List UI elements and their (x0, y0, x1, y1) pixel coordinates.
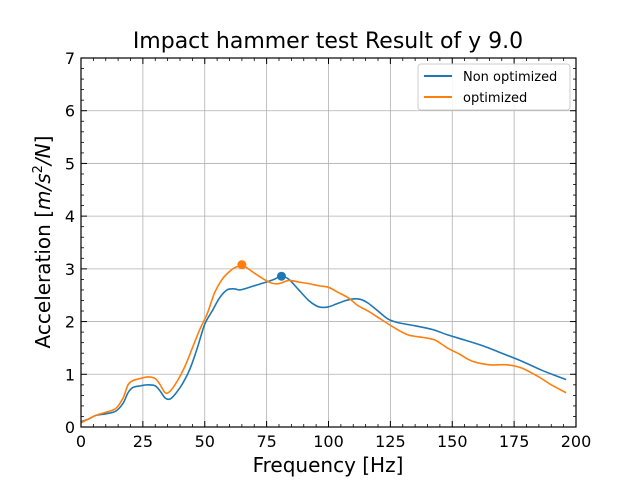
y-label-unit-base: m/s (31, 173, 55, 210)
plot-area (80, 260, 567, 424)
x-tick-label: 200 (561, 432, 592, 451)
y-tick-label: 3 (65, 260, 75, 279)
series-line-optimized (80, 264, 567, 424)
y-tick-label: 6 (65, 102, 75, 121)
x-tick-label: 150 (437, 432, 468, 451)
legend: Non optimized optimized (417, 63, 571, 111)
x-tick-label: 0 (76, 432, 86, 451)
x-tick-label: 75 (256, 432, 276, 451)
y-label-prefix: Acceleration [ (31, 210, 55, 348)
x-tick-label: 100 (313, 432, 344, 451)
peak-marker-optimized (237, 260, 247, 270)
chart-title: Impact hammer test Result of y 9.0 (133, 29, 523, 54)
legend-label-non-optimized: Non optimized (463, 70, 557, 85)
y-tick-label: 7 (65, 49, 75, 68)
y-label-suffix: ] (31, 136, 55, 144)
y-label-unit-exp: 2 (31, 165, 46, 173)
x-axis-label: Frequency [Hz] (253, 453, 404, 477)
grid (80, 57, 577, 428)
y-label-unit-tail: /N (31, 143, 55, 167)
ticks: 0 25 50 75 100 125 150 175 200 0 1 2 3 4 5 6 7 (65, 49, 591, 451)
x-tick-label: 125 (375, 432, 406, 451)
legend-label-optimized: optimized (463, 91, 527, 106)
y-tick-label: 2 (65, 313, 75, 332)
x-tick-label: 175 (499, 432, 530, 451)
y-tick-label: 1 (65, 365, 75, 384)
y-tick-label: 4 (65, 207, 75, 226)
y-axis-label: Acceleration [m/s2/N] (31, 136, 55, 349)
legend-box (417, 63, 571, 111)
y-tick-label: 5 (65, 154, 75, 173)
x-tick-label: 50 (195, 432, 215, 451)
series-line-non-optimized (80, 275, 567, 423)
peak-marker-non-optimized (276, 271, 286, 281)
x-tick-label: 25 (133, 432, 153, 451)
y-tick-label: 0 (65, 418, 75, 437)
